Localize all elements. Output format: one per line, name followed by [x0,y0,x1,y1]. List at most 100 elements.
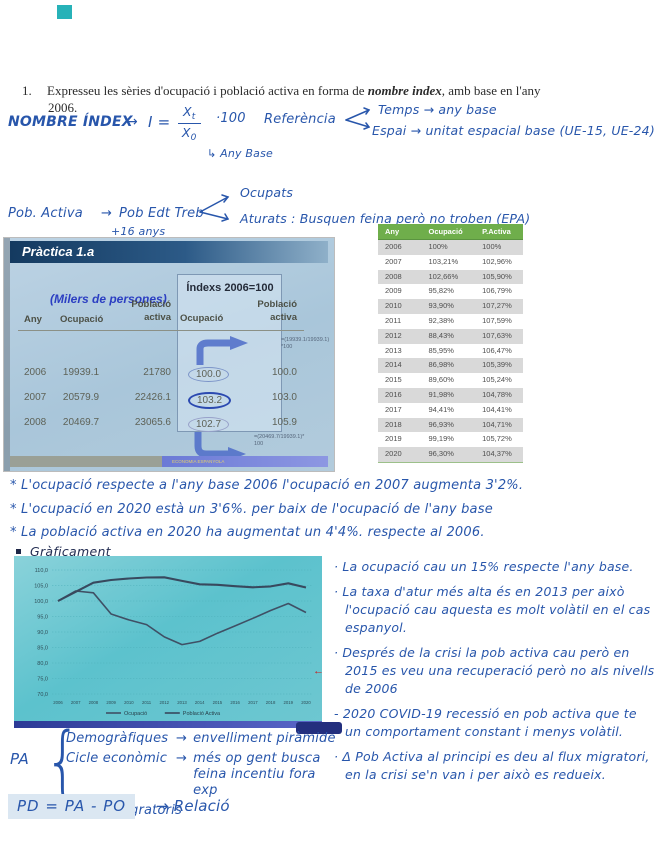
pa-label: PA [10,750,29,768]
corner-mark [57,5,72,19]
svg-text:2007: 2007 [71,700,81,705]
svg-text:2012: 2012 [160,700,170,705]
slide-units-label: (Milers de persones) [50,292,167,306]
formula-branch-espai: Espai → unitat espacial base (UE-15, UE-… [372,123,655,138]
table-cell: 105,39% [482,360,512,370]
svg-text:2019: 2019 [284,700,294,705]
svg-text:2017: 2017 [248,700,258,705]
table-cell: 2018 [385,419,402,429]
index-table-header: Any Ocupació P.Activa [378,224,523,240]
pob-activa-mid-note: +16 anys [111,225,166,238]
formula-title: NOMBRE ÍNDEX [8,114,133,130]
svg-text:2015: 2015 [213,700,223,705]
observation-line: * L'ocupació respecte a l'any base 2006 … [10,478,524,493]
line-chart: 110,0 105,0 100,0 95,0 90,0 85,0 80,0 75,0 70,0 2… [34,568,312,717]
column-header: P.Activa [482,227,511,236]
red-arrow-mark: ← [313,665,324,677]
pa-factors: Demogràfiques → envelliment piràmide Cicle… [66,731,341,822]
svg-text:2011: 2011 [142,700,152,705]
col-header: Població [257,299,297,310]
svg-text:95,0: 95,0 [37,615,48,621]
fraction-numerator: Xt [178,104,201,124]
slide-footer-grey [10,456,162,467]
svg-text:2016: 2016 [230,700,240,705]
note-item: · Δ Pob Activa al principi es deu al flu… [334,749,650,782]
svg-text:2009: 2009 [106,700,116,705]
table-cell: 96,93% [428,419,454,429]
svg-text:75,0: 75,0 [37,677,48,683]
svg-text:105,0: 105,0 [34,584,48,590]
table-cell: 104,78% [482,389,512,399]
svg-text:2010: 2010 [124,700,134,705]
table-cell: 100% [428,242,448,251]
table-cell: 105,90% [482,271,512,281]
svg-text:2008: 2008 [89,700,99,705]
svg-text:70,0: 70,0 [37,692,48,698]
table-row: 2010 93,90% 107,27% [378,299,523,314]
svg-text:85,0: 85,0 [37,646,48,652]
svg-text:2018: 2018 [266,700,276,705]
index-arrow-right-icon [196,336,248,365]
table-row: 2016 91,98% 104,78% [378,387,523,403]
pob-activa-branch-aturats: Aturats : Busquen feina però no troben (… [240,211,531,226]
table-cell: 2016 [385,389,402,399]
table-cell: 85,95% [428,345,454,355]
table-cell: 2015 [385,375,402,385]
photo-edge [4,238,10,471]
brace-icon: { [44,717,82,807]
branch-arrows-icon [199,194,230,222]
table-cell: 2011 [385,315,402,325]
table-cell: 104,37% [482,449,512,459]
table-cell: 89,60% [428,375,454,385]
table-cell: 2019 [385,434,402,444]
table-cell: 107,63% [482,330,512,340]
table-cell: 104,41% [482,404,512,414]
table-row: 2018 96,93% 104,71% [378,417,523,433]
col-header: Ocupació [180,313,224,324]
table-cell: 2009 [385,286,402,296]
index-formula-top: =(19939.1/19939.1) *100 [281,337,330,350]
question-body: Expresseu les sèries d'ocupació i poblac… [47,83,541,98]
slide-table-row: 2007 20579.9 22426.1 103.2 103.0 [4,392,334,410]
question-number: 1. [22,83,32,98]
chart-heading: Gràficament [16,543,111,561]
formula-referencia: Referència [264,112,336,127]
table-row: 2013 85,95% 106,47% [378,343,523,359]
table-cell: 99,19% [428,434,454,444]
table-cell: 106,47% [482,345,512,355]
formula-fraction: Xt X0 [178,104,201,143]
table-cell: 100% [482,242,502,251]
observation-line: * L'ocupació en 2020 està un 3'6%. per b… [10,501,493,517]
col-header: Any [24,314,42,325]
index-formula-bottom: =(20469.7/19939.1)* 100 [254,434,305,447]
table-row: 2014 86,98% 105,39% [378,358,523,374]
table-row: 2008 102,66% 105,90% [378,269,523,285]
table-row: 2011 92,38% 107,59% [378,313,523,329]
chart-footer-strip [14,721,322,728]
table-cell: 2010 [385,301,402,311]
table-cell: 102,66% [428,271,459,281]
table-cell: 105,72% [482,434,512,444]
note-item: · Després de la crisi la pob activa cau … [334,645,655,696]
col-header: activa [270,312,297,323]
table-cell: 2007 [385,256,402,266]
index-panel-header: Índexs 2006=100 [186,282,274,294]
svg-text:110,0: 110,0 [35,568,48,574]
arrow-right-icon: → [176,751,188,766]
slide-photo: Pràctica 1.a (Milers de persones) Índexs… [3,237,335,472]
table-cell: 2006 [385,242,402,251]
index-table-body: 2006 100% 100% 2007 103,21% 102,96% 2008 102,66… [378,240,523,462]
table-row: 2017 94,41% 104,41% [378,402,523,418]
question-bold: nombre index [367,83,442,98]
slide-table-row: 2006 19939.1 21780 100.0 100.0 [24,367,297,382]
formula-times100: ·100 [216,111,246,126]
svg-text:2006: 2006 [53,700,63,705]
svg-text:90,0: 90,0 [37,630,48,636]
arrow-right-icon: → [126,114,138,130]
chart-heading-label: Gràficament [30,544,111,559]
pd-formula: PD = PA - PO → Relació [8,794,230,819]
col-header: Ocupació [60,314,104,325]
table-cell: 96,30% [428,449,454,459]
table-cell: 2014 [385,360,402,370]
formula-lhs: I = [148,113,171,131]
